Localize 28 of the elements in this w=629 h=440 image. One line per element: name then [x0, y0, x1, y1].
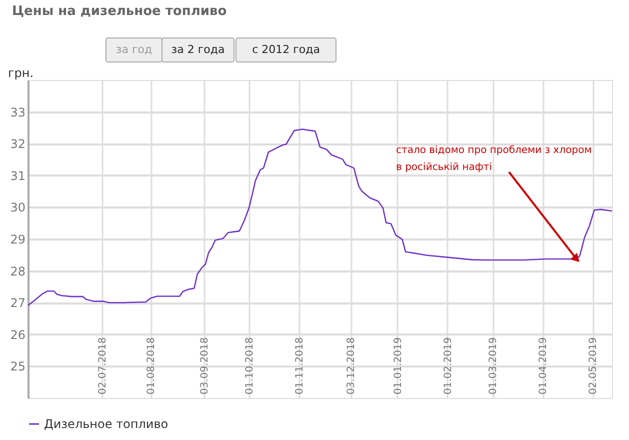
x-tick-label: 01.11.2018 — [294, 337, 306, 394]
y-tick-label: 29 — [10, 232, 26, 246]
legend-label: Дизельное топливо — [44, 417, 168, 431]
y-tick-label: 27 — [10, 296, 26, 310]
y-tick-label: 26 — [10, 328, 26, 342]
y-tick-label: 30 — [10, 200, 26, 215]
x-tick-label: 02.05.2019 — [588, 337, 600, 394]
y-tick-label: 28 — [10, 264, 26, 278]
x-tick-label: 01.04.2019 — [538, 337, 550, 394]
x-tick-label: 01.08.2018 — [146, 337, 158, 394]
x-tick-label: 01.02.2019 — [442, 337, 454, 394]
x-tick-label: 02.07.2018 — [98, 337, 109, 394]
x-tick-label: 01.03.2019 — [488, 337, 500, 394]
text: за 2 года — [171, 43, 225, 56]
x-tick-label: 03.12.2018 — [346, 337, 358, 394]
line-series — [28, 128, 612, 306]
x-tick-label: 03.09.2018 — [199, 337, 210, 394]
text: за год — [116, 43, 152, 56]
x-tick-label: 01.10.2018 — [244, 337, 256, 394]
x-tick-label: 01.01.2019 — [392, 337, 404, 394]
y-axis-title: грн. — [8, 66, 34, 80]
annotation: стало відомо про проблеми з хлором в російській нафті — [396, 145, 592, 173]
y-tick-label: 31 — [10, 168, 26, 183]
y-tick-label: 33 — [10, 105, 26, 120]
text: с 2012 года — [252, 43, 320, 56]
y-tick-label: 32 — [10, 137, 26, 152]
chart-title: Цены на дизельное топливо — [12, 4, 227, 19]
y-tick-label: 25 — [10, 360, 26, 374]
